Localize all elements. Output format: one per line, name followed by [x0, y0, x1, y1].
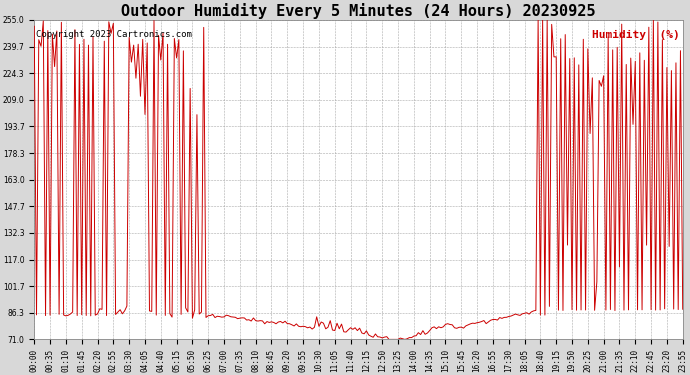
Text: Humidity  (%): Humidity (%) [592, 30, 680, 39]
Title: Outdoor Humidity Every 5 Minutes (24 Hours) 20230925: Outdoor Humidity Every 5 Minutes (24 Hou… [121, 3, 595, 19]
Text: Copyright 2023 Cartronics.com: Copyright 2023 Cartronics.com [36, 30, 191, 39]
